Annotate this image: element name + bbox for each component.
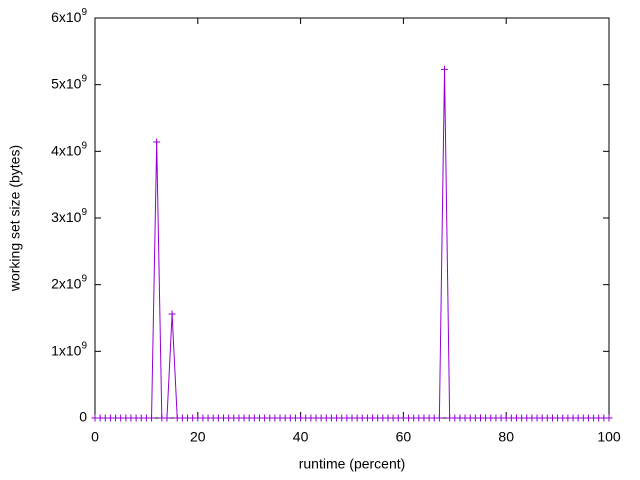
- plot-frame: [94, 17, 610, 419]
- point-marker: [168, 310, 176, 318]
- y-tick-exponent: 9: [81, 340, 87, 351]
- y-tick-label: 5x109: [51, 73, 87, 91]
- point-marker: [435, 414, 443, 422]
- y-axis-label: working set size (bytes): [7, 145, 23, 292]
- point-marker: [605, 414, 613, 422]
- x-tick-label: 60: [396, 429, 412, 445]
- point-marker: [153, 138, 161, 146]
- y-tick-mantissa: 2x10: [51, 275, 82, 291]
- y-tick-label: 1x109: [51, 340, 87, 358]
- series-line: [95, 69, 609, 419]
- point-marker: [441, 65, 449, 73]
- y-tick-label: 4x109: [51, 140, 87, 158]
- y-tick-exponent: 9: [81, 140, 87, 151]
- x-tick-label: 0: [91, 429, 99, 445]
- y-tick-exponent: 9: [81, 73, 87, 84]
- y-tick-exponent: 9: [81, 207, 87, 218]
- y-tick-label: 0: [79, 409, 87, 425]
- x-tick-label: 20: [190, 429, 206, 445]
- x-axis-label: runtime (percent): [299, 456, 406, 472]
- y-tick-exponent: 9: [81, 7, 87, 18]
- x-tick-label: 40: [293, 429, 309, 445]
- x-tick-label: 80: [498, 429, 514, 445]
- point-marker: [148, 414, 156, 422]
- y-tick-label: 2x109: [51, 273, 87, 291]
- y-tick-mantissa: 5x10: [51, 75, 82, 91]
- y-tick-mantissa: 1x10: [51, 342, 82, 358]
- y-tick-label: 6x109: [51, 7, 87, 25]
- y-tick-mantissa: 4x10: [51, 142, 82, 158]
- y-tick-label: 3x109: [51, 207, 87, 225]
- y-tick-mantissa: 3x10: [51, 209, 82, 225]
- y-tick-mantissa: 6x10: [51, 9, 82, 25]
- x-tick-label: 100: [597, 429, 621, 445]
- point-marker: [163, 414, 171, 422]
- y-tick-exponent: 9: [81, 273, 87, 284]
